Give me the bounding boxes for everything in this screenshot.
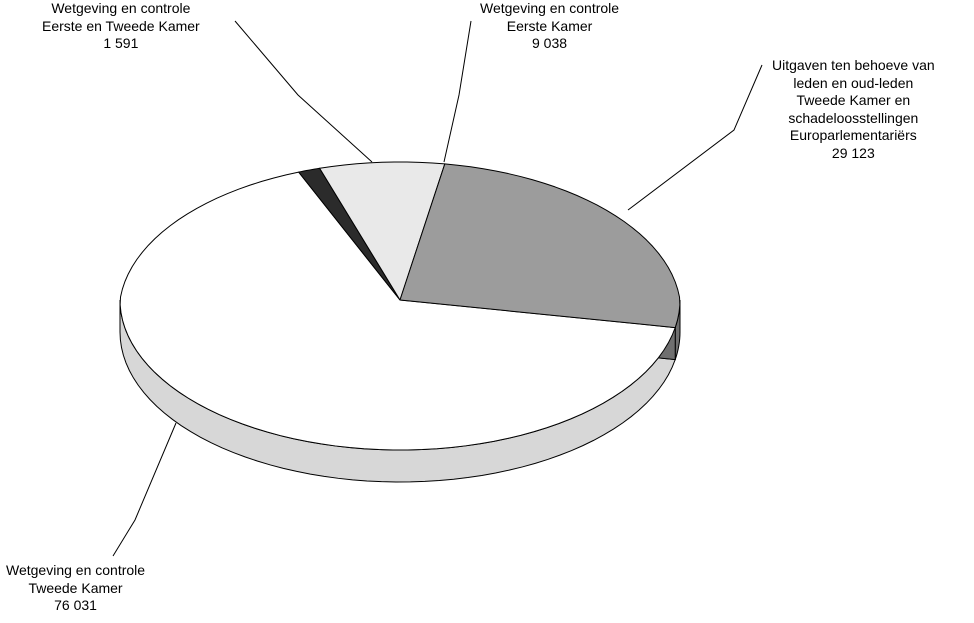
leader-eentweedekamer <box>235 21 372 162</box>
slice-top-uitgaven <box>400 164 680 328</box>
label-uitgaven-line-4: Europarlementariërs <box>790 127 917 143</box>
leader-uitgaven <box>628 65 762 210</box>
label-tweedekamer: Wetgeving en controle Tweede Kamer76 031 <box>6 562 145 615</box>
label-tweedekamer-line-0: Wetgeving en controle <box>6 562 145 578</box>
label-eerstekamer-line-1: Eerste Kamer <box>507 18 593 34</box>
label-uitgaven: Uitgaven ten behoeve van leden en oud-led… <box>772 57 935 162</box>
label-uitgaven-line-5: 29 123 <box>832 145 875 161</box>
label-eerstekamer: Wetgeving en controle Eerste Kamer9 038 <box>480 0 619 53</box>
label-eentweedekamer: Wetgeving en controle Eerste en Tweede Ka… <box>42 0 200 53</box>
label-uitgaven-line-3: schadeloosstellingen <box>788 110 918 126</box>
label-eerstekamer-line-0: Wetgeving en controle <box>480 0 619 16</box>
label-uitgaven-line-1: leden en oud-leden <box>793 75 913 91</box>
label-eerstekamer-line-2: 9 038 <box>532 35 567 51</box>
leader-tweedekamer <box>113 423 176 556</box>
label-eentweedekamer-line-0: Wetgeving en controle <box>51 0 190 16</box>
label-tweedekamer-line-1: Tweede Kamer <box>28 580 122 596</box>
leader-eerstekamer <box>444 21 471 162</box>
label-eentweedekamer-line-2: 1 591 <box>103 35 138 51</box>
label-tweedekamer-line-2: 76 031 <box>54 597 97 613</box>
chart-stage: Wetgeving en controleTweede Kamer76 031W… <box>0 0 974 623</box>
label-uitgaven-line-2: Tweede Kamer en <box>797 92 911 108</box>
label-uitgaven-line-0: Uitgaven ten behoeve van <box>772 57 935 73</box>
label-eentweedekamer-line-1: Eerste en Tweede Kamer <box>42 18 200 34</box>
